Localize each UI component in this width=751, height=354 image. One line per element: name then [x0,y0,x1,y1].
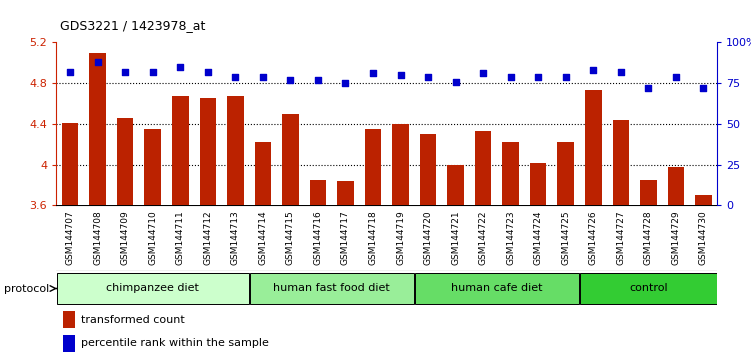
FancyBboxPatch shape [249,273,414,304]
Point [339,80,351,86]
Text: control: control [629,283,668,293]
Bar [63,311,75,328]
Text: GSM144709: GSM144709 [121,211,130,266]
Text: GSM144725: GSM144725 [561,211,570,266]
Text: GSM144718: GSM144718 [369,211,378,266]
Point [146,69,158,75]
Text: GSM144712: GSM144712 [204,211,213,266]
Bar [117,118,134,205]
Text: GDS3221 / 1423978_at: GDS3221 / 1423978_at [60,19,206,32]
Point [450,79,462,84]
Text: GSM144730: GSM144730 [699,211,708,266]
Text: transformed count: transformed count [81,315,185,325]
Point [698,85,710,91]
Bar [640,180,656,205]
Text: GSM144714: GSM144714 [258,211,267,266]
Point [422,74,434,80]
Text: GSM144710: GSM144710 [148,211,157,266]
Bar [309,180,326,205]
Point [642,85,654,91]
Text: GSM144720: GSM144720 [424,211,433,266]
Bar [530,162,547,205]
Bar [172,96,189,205]
Bar [557,142,574,205]
Text: GSM144713: GSM144713 [231,211,240,266]
Point [367,70,379,76]
Point [587,67,599,73]
Bar [282,114,299,205]
Point [505,74,517,80]
Text: GSM144717: GSM144717 [341,211,350,266]
Text: GSM144708: GSM144708 [93,211,102,266]
Point [477,70,489,76]
Text: GSM144724: GSM144724 [534,211,543,265]
Bar [668,167,684,205]
Text: GSM144715: GSM144715 [286,211,295,266]
Text: human cafe diet: human cafe diet [451,283,543,293]
FancyBboxPatch shape [580,273,716,304]
Point [64,69,76,75]
Bar [502,142,519,205]
Point [615,69,627,75]
Bar [613,120,629,205]
Text: protocol: protocol [4,284,49,293]
Bar [365,129,382,205]
Text: GSM144723: GSM144723 [506,211,515,266]
Text: human fast food diet: human fast food diet [273,283,390,293]
Point [394,72,406,78]
Bar [144,129,161,205]
Bar [89,53,106,205]
Bar [420,134,436,205]
Point [257,74,269,80]
Text: chimpanzee diet: chimpanzee diet [106,283,199,293]
Text: GSM144728: GSM144728 [644,211,653,266]
Bar [695,195,712,205]
Text: GSM144719: GSM144719 [396,211,405,266]
FancyBboxPatch shape [57,273,249,304]
Point [312,77,324,83]
Bar [227,96,243,205]
Bar [448,165,464,205]
Point [229,74,241,80]
Bar [255,142,271,205]
Text: GSM144729: GSM144729 [671,211,680,266]
Text: GSM144721: GSM144721 [451,211,460,266]
Bar [62,123,78,205]
Point [202,69,214,75]
Text: GSM144711: GSM144711 [176,211,185,266]
Point [174,64,186,70]
Text: GSM144707: GSM144707 [65,211,74,266]
FancyBboxPatch shape [415,273,579,304]
Bar [475,131,491,205]
Text: GSM144722: GSM144722 [478,211,487,265]
Bar [200,98,216,205]
Text: GSM144727: GSM144727 [617,211,626,266]
Bar [337,181,354,205]
Bar [392,124,409,205]
Point [285,77,297,83]
Text: GSM144716: GSM144716 [313,211,322,266]
Bar [63,335,75,352]
Point [559,74,572,80]
Point [670,74,682,80]
Point [92,59,104,65]
Text: percentile rank within the sample: percentile rank within the sample [81,338,270,348]
Point [532,74,544,80]
Bar [585,90,602,205]
Point [119,69,131,75]
Text: GSM144726: GSM144726 [589,211,598,266]
